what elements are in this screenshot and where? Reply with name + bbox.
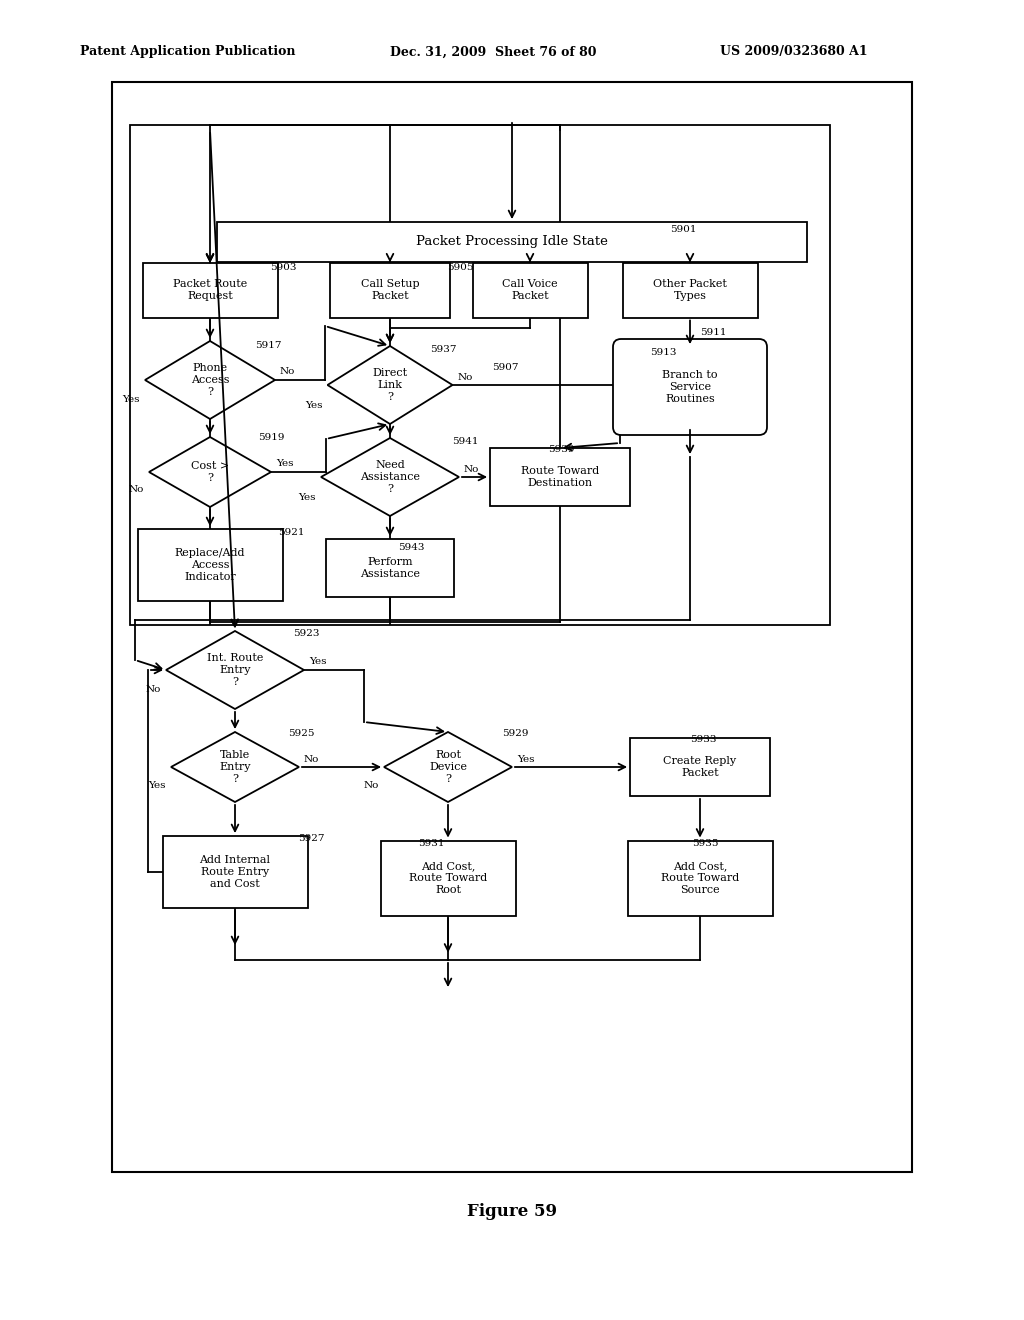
FancyBboxPatch shape xyxy=(130,125,830,624)
Polygon shape xyxy=(321,438,459,516)
Text: 5903: 5903 xyxy=(270,263,297,272)
Text: 5933: 5933 xyxy=(690,735,717,744)
Text: No: No xyxy=(364,780,379,789)
Polygon shape xyxy=(145,341,275,418)
Text: No: No xyxy=(145,685,161,694)
Polygon shape xyxy=(384,733,512,803)
FancyBboxPatch shape xyxy=(381,841,515,916)
Text: 5931: 5931 xyxy=(418,840,444,847)
Text: US 2009/0323680 A1: US 2009/0323680 A1 xyxy=(720,45,867,58)
FancyBboxPatch shape xyxy=(217,222,807,261)
FancyBboxPatch shape xyxy=(628,841,772,916)
Text: Packet Route
Request: Packet Route Request xyxy=(173,280,247,301)
Text: Replace/Add
Access
Indicator: Replace/Add Access Indicator xyxy=(175,548,246,582)
Polygon shape xyxy=(328,346,453,424)
Text: 5923: 5923 xyxy=(293,630,319,638)
Text: No: No xyxy=(280,367,295,376)
FancyBboxPatch shape xyxy=(112,82,912,1172)
FancyBboxPatch shape xyxy=(630,738,770,796)
Polygon shape xyxy=(150,437,271,507)
Text: Add Cost,
Route Toward
Root: Add Cost, Route Toward Root xyxy=(409,862,487,895)
Text: 5921: 5921 xyxy=(278,528,304,537)
Text: Need
Assistance
?: Need Assistance ? xyxy=(360,461,420,494)
FancyBboxPatch shape xyxy=(623,263,758,318)
Text: Branch to
Service
Routines: Branch to Service Routines xyxy=(663,371,718,404)
FancyBboxPatch shape xyxy=(326,539,454,597)
Text: 5937: 5937 xyxy=(430,345,457,354)
Text: Create Reply
Packet: Create Reply Packet xyxy=(664,756,736,777)
Polygon shape xyxy=(166,631,304,709)
Text: Yes: Yes xyxy=(148,780,166,789)
Text: Dec. 31, 2009  Sheet 76 of 80: Dec. 31, 2009 Sheet 76 of 80 xyxy=(390,45,597,58)
Polygon shape xyxy=(171,733,299,803)
FancyBboxPatch shape xyxy=(330,263,450,318)
Text: No: No xyxy=(458,372,473,381)
Text: 5907: 5907 xyxy=(493,363,519,371)
Text: 5943: 5943 xyxy=(398,543,425,552)
Text: Other Packet
Types: Other Packet Types xyxy=(653,280,727,301)
Text: 5913: 5913 xyxy=(650,348,677,356)
FancyBboxPatch shape xyxy=(472,263,588,318)
Text: 5925: 5925 xyxy=(288,729,314,738)
Text: 5911: 5911 xyxy=(700,327,726,337)
Text: Add Internal
Route Entry
and Cost: Add Internal Route Entry and Cost xyxy=(200,855,270,888)
Text: No: No xyxy=(464,465,479,474)
FancyBboxPatch shape xyxy=(137,529,283,601)
Text: Yes: Yes xyxy=(305,400,323,409)
Text: Direct
Link
?: Direct Link ? xyxy=(373,368,408,401)
Text: Packet Processing Idle State: Packet Processing Idle State xyxy=(416,235,608,248)
Text: 5929: 5929 xyxy=(502,729,528,738)
Text: Yes: Yes xyxy=(299,492,316,502)
Text: Perform
Assistance: Perform Assistance xyxy=(360,557,420,578)
FancyBboxPatch shape xyxy=(613,339,767,436)
Text: Yes: Yes xyxy=(123,396,140,404)
Text: Call Voice
Packet: Call Voice Packet xyxy=(502,280,558,301)
Text: 5919: 5919 xyxy=(258,433,285,442)
Text: Yes: Yes xyxy=(517,755,535,763)
FancyBboxPatch shape xyxy=(142,263,278,318)
Text: 5905: 5905 xyxy=(447,263,473,272)
Text: Cost >
?: Cost > ? xyxy=(190,461,229,483)
FancyBboxPatch shape xyxy=(163,836,307,908)
Text: Root
Device
?: Root Device ? xyxy=(429,750,467,784)
Text: Yes: Yes xyxy=(309,657,327,667)
Text: 5917: 5917 xyxy=(255,341,282,350)
Text: 5941: 5941 xyxy=(452,437,478,446)
Text: Yes: Yes xyxy=(276,459,294,469)
Text: Add Cost,
Route Toward
Source: Add Cost, Route Toward Source xyxy=(660,862,739,895)
Text: Table
Entry
?: Table Entry ? xyxy=(219,750,251,784)
Text: Patent Application Publication: Patent Application Publication xyxy=(80,45,296,58)
Text: Int. Route
Entry
?: Int. Route Entry ? xyxy=(207,653,263,686)
FancyBboxPatch shape xyxy=(490,447,630,506)
Text: No: No xyxy=(304,755,319,763)
Text: 5901: 5901 xyxy=(670,224,696,234)
Text: 5927: 5927 xyxy=(298,834,325,843)
Text: Figure 59: Figure 59 xyxy=(467,1204,557,1221)
Text: 5939: 5939 xyxy=(548,445,574,454)
Text: Call Setup
Packet: Call Setup Packet xyxy=(360,280,419,301)
Text: No: No xyxy=(129,486,144,495)
Text: 5935: 5935 xyxy=(692,840,719,847)
Text: Route Toward
Destination: Route Toward Destination xyxy=(521,466,599,488)
Text: Phone
Access
?: Phone Access ? xyxy=(190,363,229,396)
